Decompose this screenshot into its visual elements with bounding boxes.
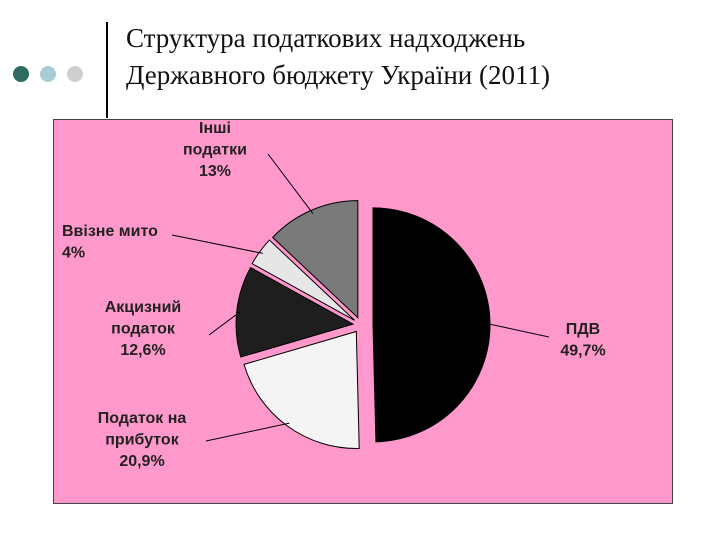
slice-category-label: Ввізне мито bbox=[62, 223, 158, 240]
leader-line bbox=[205, 422, 290, 442]
pie-slice bbox=[243, 330, 360, 449]
slide-title: Структура податкових надходжень Державно… bbox=[126, 20, 706, 94]
slice-category-label: Інші bbox=[199, 120, 231, 137]
slice-value-label: 13% bbox=[199, 163, 231, 180]
bullet-dot-grey bbox=[67, 66, 83, 82]
title-divider bbox=[106, 22, 108, 118]
bullet-dot-light bbox=[40, 66, 56, 82]
slice-value-label: 12,6% bbox=[120, 342, 165, 359]
slice-value-label: 4% bbox=[62, 245, 85, 262]
slice-category-label: прибуток bbox=[105, 432, 179, 449]
slice-category-label: ПДВ bbox=[566, 321, 600, 338]
slice-label: ПДВ 49,7% bbox=[560, 321, 605, 360]
slice-value-label: 49,7% bbox=[560, 343, 605, 360]
slice-category-label: податок bbox=[111, 321, 176, 338]
slice-label: Інші податки 13% bbox=[183, 120, 247, 180]
slice-label: Ввізне мито 4% bbox=[62, 223, 158, 262]
slide-title-line-1: Структура податкових надходжень bbox=[126, 23, 526, 53]
leader-line bbox=[171, 234, 263, 254]
pie-chart: ПДВ 49,7% Податок на прибуток 20,9% Акцизний п… bbox=[62, 120, 606, 470]
pie-slice bbox=[372, 207, 491, 443]
slice-label: Податок на прибуток 20,9% bbox=[98, 410, 187, 470]
slice-category-label: Акцизний bbox=[105, 299, 182, 316]
slice-label: Акцизний податок 12,6% bbox=[105, 299, 182, 359]
leader-line bbox=[208, 311, 241, 336]
pie-slice bbox=[235, 266, 355, 358]
bullet-dot-dark bbox=[13, 66, 29, 82]
slide-title-line-2: Державного бюджету України (2011) bbox=[126, 60, 550, 90]
leader-line bbox=[486, 322, 550, 338]
leader-line bbox=[267, 153, 314, 214]
pie-slice bbox=[251, 239, 355, 321]
pie-slice bbox=[271, 200, 359, 319]
slice-category-label: Податок на bbox=[98, 410, 187, 427]
pie-chart-panel: ПДВ 49,7% Податок на прибуток 20,9% Акцизний п… bbox=[53, 119, 673, 504]
slice-value-label: 20,9% bbox=[119, 453, 164, 470]
slice-category-label: податки bbox=[183, 142, 247, 159]
